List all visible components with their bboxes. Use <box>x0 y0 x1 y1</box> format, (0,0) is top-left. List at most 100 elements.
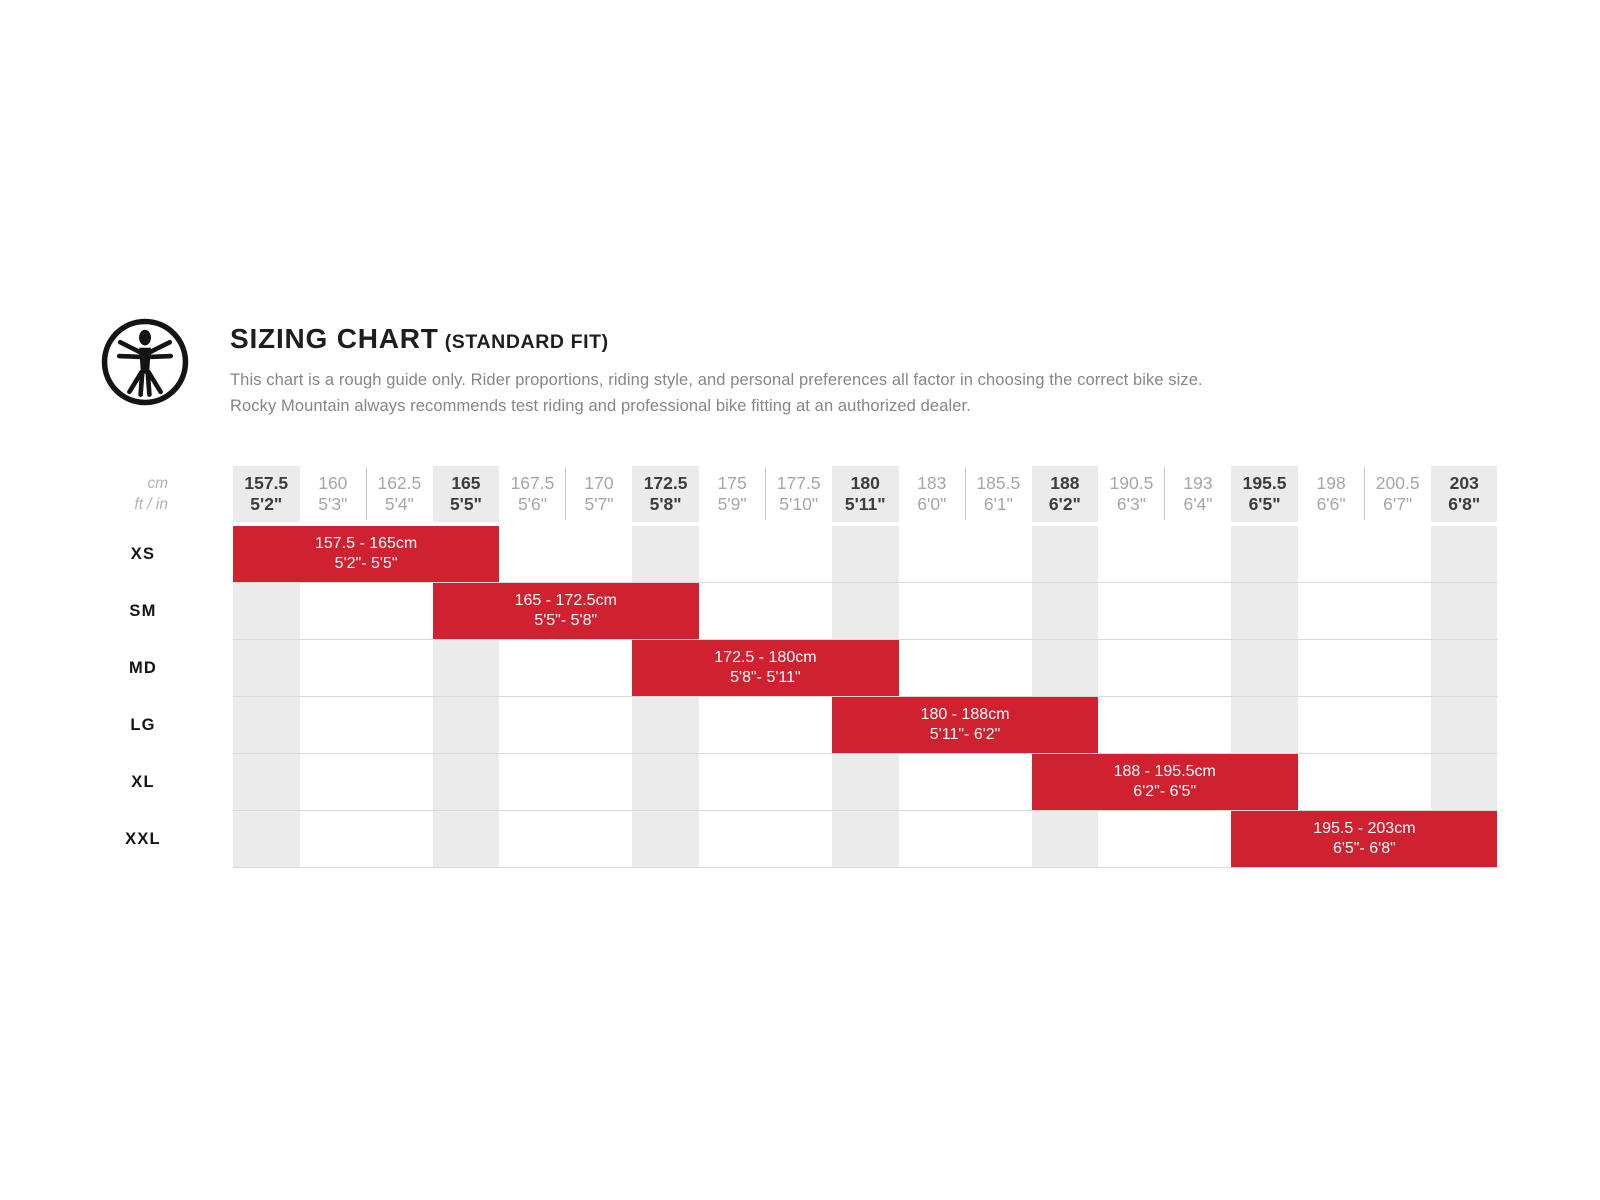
bar-range-cm: 188 - 195.5cm <box>1113 763 1216 780</box>
bar-range-cm: 157.5 - 165cm <box>314 535 418 552</box>
header-cm-value: 160 <box>318 473 348 493</box>
height-column-header: 165 5'5" <box>432 466 500 522</box>
bar-range-cm: 180 - 188cm <box>920 706 1010 723</box>
row-label-sm: SM <box>129 602 157 620</box>
header-cm-value: 172.5 <box>643 473 688 493</box>
header-ftin-value: 6'4" <box>1183 494 1213 514</box>
header-cm-value: 198 <box>1316 473 1346 493</box>
header-ftin-value: 6'8" <box>1448 494 1481 514</box>
page-title: SIZING CHART <box>230 323 439 354</box>
height-column-header: 162.5 5'4" <box>366 466 433 522</box>
header-cm-value: 170 <box>584 473 614 493</box>
header-cm-value: 175 <box>717 473 747 493</box>
height-column-header: 170 5'7" <box>566 466 633 522</box>
header-cm-value: 200.5 <box>1375 473 1420 493</box>
row-label-xxl: XXL <box>125 830 161 848</box>
height-column-header: 203 6'8" <box>1430 466 1498 522</box>
vitruvian-man-icon <box>99 316 191 408</box>
size-bar-xs: 157.5 - 165cm 5'2"- 5'5" <box>233 526 500 582</box>
row-separator <box>233 582 1498 583</box>
chart-header: SIZING CHART (STANDARD FIT) This chart is… <box>230 319 1380 419</box>
unit-label-cm: cm <box>147 475 168 492</box>
description-line-2: Rocky Mountain always recommends test ri… <box>230 397 971 415</box>
column-divider <box>964 467 966 520</box>
size-bar-md: 172.5 - 180cm 5'8"- 5'11" <box>632 640 899 696</box>
header-cm-value: 162.5 <box>377 473 422 493</box>
chart-description: This chart is a rough guide only. Rider … <box>230 367 1380 419</box>
header-ftin-value: 5'9" <box>717 494 747 514</box>
header-cm-value: 167.5 <box>510 473 555 493</box>
header-ftin-value: 5'10" <box>779 494 819 514</box>
size-bar-lg: 180 - 188cm 5'11"- 6'2" <box>831 697 1099 753</box>
column-divider <box>365 467 367 520</box>
height-column-header: 195.5 6'5" <box>1231 466 1298 522</box>
header-ftin-value: 6'1" <box>983 494 1013 514</box>
header-ftin-value: 6'0" <box>917 494 947 514</box>
header-ftin-value: 5'8" <box>649 494 682 514</box>
column-stripe <box>632 526 699 868</box>
header-cm-value: 183 <box>917 473 947 493</box>
header-cm-value: 157.5 <box>244 473 289 493</box>
row-separator <box>233 810 1498 811</box>
column-stripe <box>233 526 300 868</box>
bar-range-ftin: 5'5"- 5'8" <box>534 612 598 629</box>
bar-range-cm: 165 - 172.5cm <box>514 592 617 609</box>
description-line-1: This chart is a rough guide only. Rider … <box>230 371 1203 389</box>
unit-label-ftin: ft / in <box>134 496 168 513</box>
height-column-header: 160 5'3" <box>300 466 367 522</box>
header-cm-value: 195.5 <box>1242 473 1287 493</box>
axis-unit-labels: cm ft / in <box>40 473 168 515</box>
bar-range-cm: 172.5 - 180cm <box>714 649 817 666</box>
header-ftin-value: 6'7" <box>1383 494 1413 514</box>
header-cm-value: 185.5 <box>976 473 1021 493</box>
height-column-header: 200.5 6'7" <box>1364 466 1431 522</box>
column-divider <box>764 467 766 520</box>
bar-range-ftin: 6'5"- 6'8" <box>1332 840 1396 857</box>
height-column-header: 198 6'6" <box>1298 466 1365 522</box>
header-cm-value: 165 <box>451 473 481 493</box>
height-column-header: 190.5 6'3" <box>1098 466 1165 522</box>
header-ftin-value: 5'2" <box>250 494 283 514</box>
height-column-header: 185.5 6'1" <box>965 466 1032 522</box>
header-ftin-value: 5'11" <box>844 494 886 514</box>
vitruvian-man-svg <box>101 318 189 406</box>
page-subtitle: (STANDARD FIT) <box>444 331 609 353</box>
bar-range-ftin: 5'8"- 5'11" <box>730 669 801 686</box>
bar-range-ftin: 6'2"- 6'5" <box>1133 783 1197 800</box>
row-label-xl: XL <box>131 773 155 791</box>
header-ftin-value: 5'3" <box>318 494 348 514</box>
header-ftin-value: 6'5" <box>1248 494 1281 514</box>
height-column-header: 167.5 5'6" <box>499 466 566 522</box>
row-label-md: MD <box>128 659 158 677</box>
height-column-header: 193 6'4" <box>1165 466 1232 522</box>
row-separator <box>233 753 1498 754</box>
size-bar-sm: 165 - 172.5cm 5'5"- 5'8" <box>432 583 699 639</box>
row-separator <box>233 867 1498 868</box>
height-column-header: 157.5 5'2" <box>233 466 300 522</box>
height-column-header: 177.5 5'10" <box>765 466 832 522</box>
height-column-header: 183 6'0" <box>899 466 966 522</box>
header-cm-value: 180 <box>850 473 880 493</box>
column-divider <box>1164 467 1166 520</box>
sizing-chart: cm ft / in XS SM MD LG XL XXL 157.5 5'2" 160 5'3… <box>0 466 1600 870</box>
sizing-grid: 157.5 5'2" 160 5'3" 162.5 5'4" 165 5'5" 167.5 5'6… <box>233 466 1498 868</box>
row-label-lg: LG <box>130 716 156 734</box>
height-column-header: 180 5'11" <box>831 466 899 522</box>
size-bar-xxl: 195.5 - 203cm 6'5"- 6'8" <box>1231 811 1498 867</box>
header-ftin-value: 5'5" <box>449 494 482 514</box>
page-title-line: SIZING CHART (STANDARD FIT) <box>230 319 1380 356</box>
header-cm-value: 190.5 <box>1109 473 1154 493</box>
column-divider <box>565 467 567 520</box>
header-cm-value: 193 <box>1183 473 1213 493</box>
bar-range-ftin: 5'2"- 5'5" <box>334 555 398 572</box>
bar-range-cm: 195.5 - 203cm <box>1313 820 1416 837</box>
row-separator <box>233 639 1498 640</box>
header-ftin-value: 5'4" <box>384 494 414 514</box>
header-cm-value: 188 <box>1050 473 1080 493</box>
header-ftin-value: 5'6" <box>517 494 547 514</box>
header-ftin-value: 6'6" <box>1316 494 1346 514</box>
height-column-header: 172.5 5'8" <box>632 466 699 522</box>
row-label-xs: XS <box>130 545 156 563</box>
header-ftin-value: 6'3" <box>1116 494 1146 514</box>
